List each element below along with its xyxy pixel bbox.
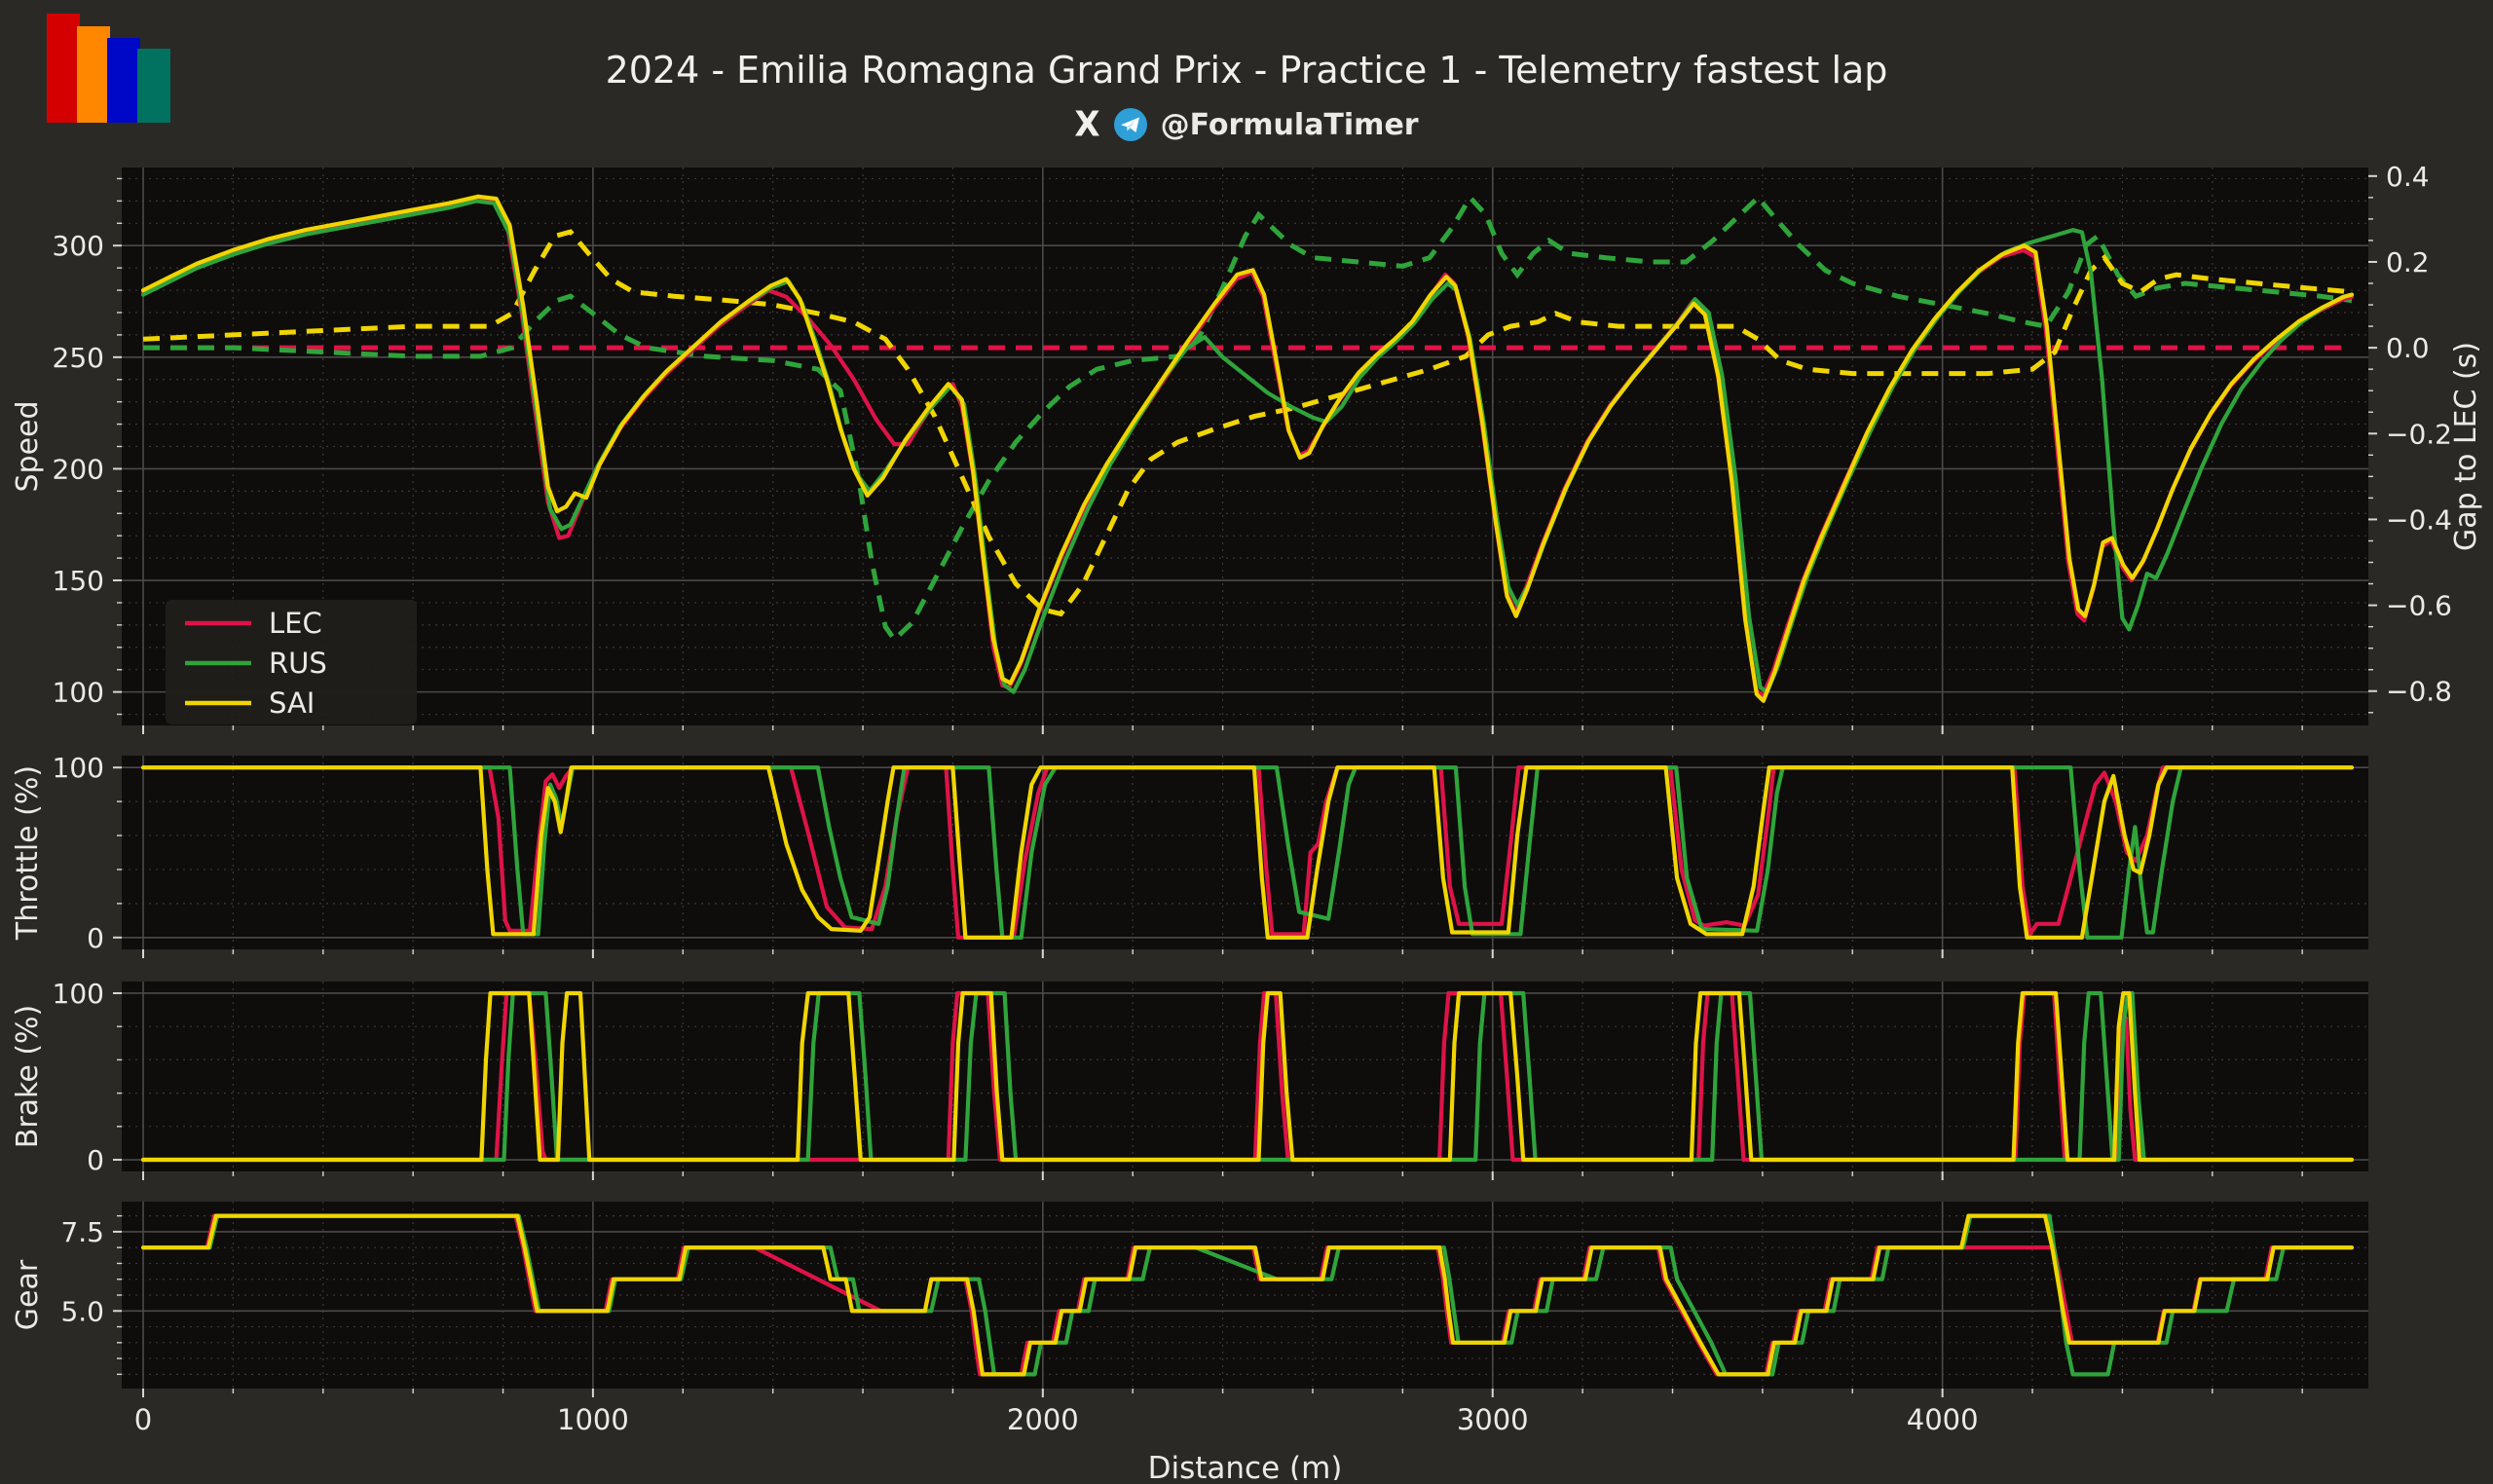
panel-speed: 100 150 200 250 300 Speed 0.4 0.2 0.0 −0.2 −0.4 −0.… — [11, 161, 2483, 734]
brake-line-SAI — [140, 990, 2355, 1163]
legend-label-RUS: RUS — [269, 647, 327, 680]
svg-text:0: 0 — [87, 922, 104, 954]
chart-title: 2024 - Emilia Romagna Grand Prix - Pract… — [605, 49, 1888, 92]
svg-text:0.2: 0.2 — [2386, 246, 2430, 278]
svg-text:Speed: Speed — [11, 400, 45, 492]
svg-text:200: 200 — [53, 453, 104, 485]
telegram-icon — [1113, 108, 1147, 141]
logo-bar-red — [47, 14, 80, 123]
watermark-handle: @FormulaTimer — [1160, 107, 1419, 142]
gear-lines — [140, 1213, 2355, 1377]
svg-text:0: 0 — [87, 1144, 104, 1176]
svg-text:300: 300 — [53, 230, 104, 262]
svg-text:250: 250 — [53, 342, 104, 374]
svg-text:Brake (%): Brake (%) — [11, 1005, 45, 1149]
x-tick-label: 0 — [134, 1403, 152, 1436]
x-tick-label: 3000 — [1457, 1403, 1529, 1436]
svg-text:0.4: 0.4 — [2386, 161, 2430, 193]
speed-line-SAI — [140, 194, 2355, 703]
svg-text:100: 100 — [53, 677, 104, 709]
x-axis-title: Distance (m) — [1148, 1451, 1343, 1480]
watermark: X @FormulaTimer — [0, 104, 2493, 145]
x-twitter-icon: X — [1074, 104, 1100, 145]
svg-text:−0.6: −0.6 — [2386, 590, 2452, 622]
x-tick-label: 1000 — [557, 1403, 629, 1436]
panel-gear: 5.0 7.5 Gear — [11, 1202, 2368, 1397]
logo-bar-orange — [77, 26, 110, 123]
svg-text:150: 150 — [53, 565, 104, 597]
x-tick-label: 2000 — [1007, 1403, 1079, 1436]
svg-text:−0.4: −0.4 — [2386, 503, 2452, 536]
formulatimer-logo — [47, 14, 170, 123]
gear-line-SAI — [140, 1213, 2355, 1377]
logo-bar-blue — [107, 38, 140, 123]
svg-text:Gap to LEC (s): Gap to LEC (s) — [2449, 342, 2483, 551]
gap-line-SAI — [142, 229, 2353, 617]
brake-lines — [140, 990, 2355, 1163]
svg-text:5.0: 5.0 — [60, 1295, 104, 1327]
throttle-lines — [140, 765, 2355, 940]
legend-label-SAI: SAI — [269, 686, 315, 720]
throttle-line-SAI — [140, 765, 2355, 940]
svg-text:7.5: 7.5 — [60, 1216, 104, 1248]
legend-label-LEC: LEC — [269, 607, 322, 640]
svg-text:0.0: 0.0 — [2386, 332, 2430, 364]
logo-bar-teal — [137, 49, 170, 123]
gap-line-RUS — [143, 193, 2353, 644]
x-tick-label: 4000 — [1907, 1403, 1979, 1436]
svg-text:Gear: Gear — [11, 1259, 45, 1330]
svg-text:100: 100 — [53, 752, 104, 784]
legend: LEC RUS SAI — [166, 600, 417, 724]
title-bar: 2024 - Emilia Romagna Grand Prix - Pract… — [0, 0, 2493, 145]
svg-text:Throttle (%): Throttle (%) — [11, 765, 45, 941]
speed-lines — [140, 193, 2355, 703]
gear-line-RUS — [140, 1213, 2355, 1377]
svg-text:100: 100 — [53, 978, 104, 1010]
svg-text:−0.2: −0.2 — [2386, 418, 2452, 450]
svg-text:−0.8: −0.8 — [2386, 676, 2452, 708]
